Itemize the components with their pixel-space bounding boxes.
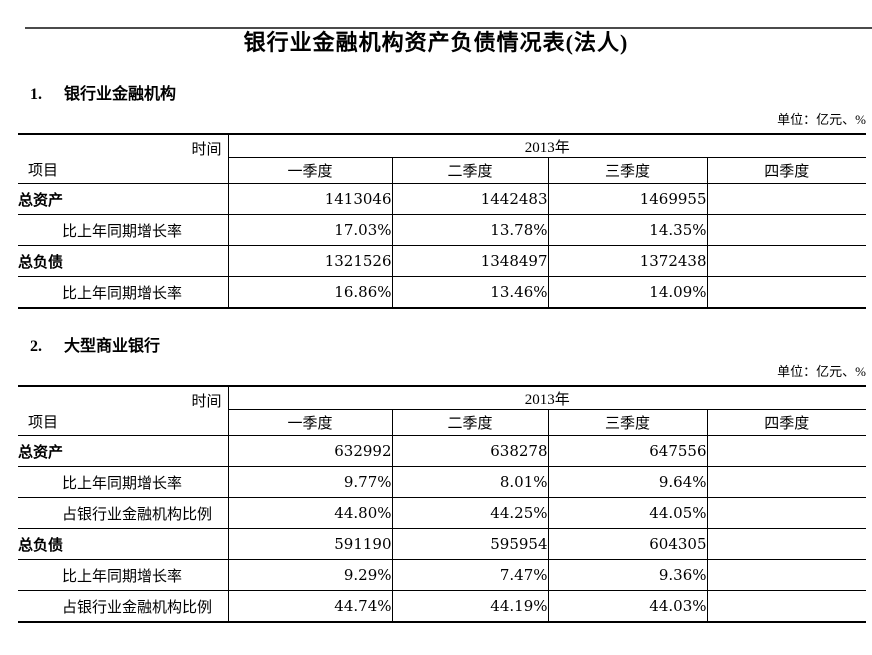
table-row: 比上年同期增长率 17.03% 13.78% 14.35%: [18, 214, 867, 246]
value-cell: [706, 497, 867, 529]
value-cell: 595954: [391, 528, 548, 560]
table-row: 总资产 632992 638278 647556: [18, 435, 867, 467]
year-header-cell: 2013年: [228, 385, 867, 410]
value-cell: [706, 435, 867, 467]
section-heading-2-label: 大型商业银行: [64, 338, 161, 355]
row-label: 占银行业金融机构比例: [18, 497, 228, 529]
value-cell: [706, 590, 867, 623]
value-cell: 13.78%: [391, 214, 548, 246]
quarter-header-q4: 四季度: [706, 157, 867, 184]
quarter-header-q4: 四季度: [706, 409, 867, 436]
table-row: 一季度 二季度 三季度 四季度: [18, 409, 867, 436]
corner-header-box: 时间 项目: [18, 136, 227, 182]
value-cell: 13.46%: [391, 276, 548, 309]
section-number-2: 2.: [30, 338, 42, 355]
value-cell: 1372438: [547, 245, 707, 277]
value-cell: 1413046: [227, 183, 392, 215]
value-cell: 1442483: [391, 183, 548, 215]
value-cell: [706, 183, 867, 215]
quarter-header-q3: 三季度: [547, 157, 707, 184]
table-row: 总资产 1413046 1442483 1469955: [18, 183, 867, 215]
value-cell: 44.74%: [227, 590, 392, 623]
row-label: 总负债: [18, 528, 228, 560]
value-cell: [706, 528, 867, 560]
value-cell: 1348497: [391, 245, 548, 277]
table-row: 总负债 1321526 1348497 1372438: [18, 245, 867, 277]
value-cell: 8.01%: [391, 466, 548, 498]
value-cell: 17.03%: [227, 214, 392, 246]
section-heading-1-label: 银行业金融机构: [64, 86, 177, 103]
table-row: 比上年同期增长率 16.86% 13.46% 14.09%: [18, 276, 867, 309]
table-row: 占银行业金融机构比例 44.80% 44.25% 44.05%: [18, 497, 867, 529]
table-row: 比上年同期增长率 9.29% 7.47% 9.36%: [18, 559, 867, 591]
value-cell: [706, 214, 867, 246]
value-cell: [706, 276, 867, 309]
corner-header-box: 时间 项目: [18, 388, 227, 434]
corner-header-cell: 时间 项目: [18, 133, 229, 184]
value-cell: [706, 559, 867, 591]
quarter-header-q1: 一季度: [227, 409, 392, 436]
quarter-header-q2: 二季度: [391, 409, 548, 436]
quarter-header-q2: 二季度: [391, 157, 548, 184]
table-row: 一季度 二季度 三季度 四季度: [18, 157, 867, 184]
corner-time-label: 时间: [191, 142, 222, 158]
unit-note-1: 单位：亿元、%: [777, 112, 866, 127]
table-row: 占银行业金融机构比例 44.74% 44.19% 44.03%: [18, 590, 867, 623]
year-header-cell: 2013年: [228, 133, 867, 158]
value-cell: 44.05%: [547, 497, 707, 529]
value-cell: 16.86%: [227, 276, 392, 309]
page-title: 银行业金融机构资产负债情况表(法人): [243, 30, 629, 55]
section-heading-2: 2. 大型商业银行: [30, 337, 872, 357]
value-cell: 638278: [391, 435, 548, 467]
corner-item-label: 项目: [28, 415, 59, 431]
corner-header-cell: 时间 项目: [18, 385, 229, 436]
value-cell: 7.47%: [391, 559, 548, 591]
quarter-header-q1: 一季度: [227, 157, 392, 184]
table-row: 时间 项目 2013年: [18, 133, 867, 184]
row-label: 比上年同期增长率: [18, 276, 228, 309]
value-cell: [706, 466, 867, 498]
value-cell: 647556: [547, 435, 707, 467]
value-cell: 14.09%: [547, 276, 707, 309]
value-cell: [706, 245, 867, 277]
row-label: 比上年同期增长率: [18, 559, 228, 591]
row-label: 比上年同期增长率: [18, 466, 228, 498]
section-heading-1: 1. 银行业金融机构: [30, 85, 872, 105]
row-label: 占银行业金融机构比例: [18, 590, 228, 623]
value-cell: 1469955: [547, 183, 707, 215]
row-label: 总负债: [18, 245, 228, 277]
value-cell: 44.03%: [547, 590, 707, 623]
value-cell: 44.25%: [391, 497, 548, 529]
unit-note-2: 单位：亿元、%: [777, 364, 866, 379]
page-top-rule: [25, 27, 872, 29]
value-cell: 1321526: [227, 245, 392, 277]
value-cell: 9.29%: [227, 559, 392, 591]
value-cell: 14.35%: [547, 214, 707, 246]
table-large-commercial-banks: 时间 项目 2013年 一季度 二季度 三季度 四季度 总资产 632992 6…: [18, 385, 867, 623]
corner-time-label: 时间: [191, 394, 222, 410]
value-cell: 632992: [227, 435, 392, 467]
section-number-1: 1.: [30, 86, 42, 103]
table-row: 时间 项目 2013年: [18, 385, 867, 436]
table-banking-institutions: 时间 项目 2013年 一季度 二季度 三季度 四季度 总资产 1413046 …: [18, 133, 867, 309]
row-label: 总资产: [18, 183, 228, 215]
value-cell: 9.64%: [547, 466, 707, 498]
value-cell: 44.19%: [391, 590, 548, 623]
value-cell: 591190: [227, 528, 392, 560]
table-row: 比上年同期增长率 9.77% 8.01% 9.64%: [18, 466, 867, 498]
value-cell: 9.77%: [227, 466, 392, 498]
row-label: 比上年同期增长率: [18, 214, 228, 246]
corner-item-label: 项目: [28, 163, 59, 179]
table-row: 总负债 591190 595954 604305: [18, 528, 867, 560]
row-label: 总资产: [18, 435, 228, 467]
value-cell: 44.80%: [227, 497, 392, 529]
quarter-header-q3: 三季度: [547, 409, 707, 436]
value-cell: 9.36%: [547, 559, 707, 591]
value-cell: 604305: [547, 528, 707, 560]
